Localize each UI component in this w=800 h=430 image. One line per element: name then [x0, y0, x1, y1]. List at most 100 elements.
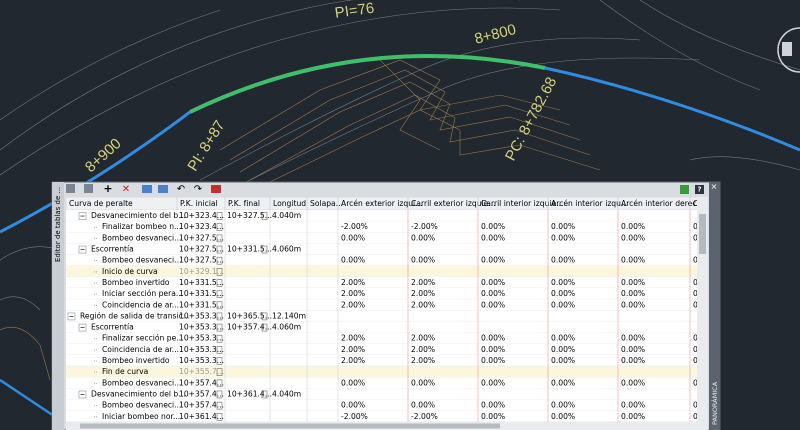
cell-value[interactable]: 0.00%: [621, 378, 645, 387]
cell-value[interactable]: 0: [693, 345, 698, 354]
cell-pk-inicial[interactable]: 10+355.7...: [179, 367, 224, 376]
column-header[interactable]: Arcén interior derec...: [621, 199, 704, 208]
cell-icon[interactable]: [216, 256, 223, 265]
cell-value[interactable]: 0.00%: [621, 289, 645, 298]
column-header[interactable]: Arcén interior izqu...: [551, 199, 628, 208]
tool-button[interactable]: [211, 185, 221, 193]
cell-value[interactable]: 0.00%: [551, 356, 575, 365]
cell-value[interactable]: 0.00%: [551, 334, 575, 343]
cell-value[interactable]: 0.00%: [481, 222, 505, 231]
cell-value[interactable]: 2.00%: [341, 300, 365, 309]
cell-pk-final[interactable]: 10+357.4...: [227, 323, 272, 332]
cell-icon[interactable]: [216, 323, 223, 332]
cell-pk-inicial[interactable]: 10+327.5...: [179, 233, 224, 242]
v-scroll-thumb[interactable]: [699, 214, 706, 254]
cell-value[interactable]: 0: [693, 300, 698, 309]
viewcube-face[interactable]: [782, 42, 792, 56]
cell-icon[interactable]: [216, 301, 223, 310]
cell-pk-inicial[interactable]: 10+331.5...: [179, 278, 224, 287]
cell-value[interactable]: 0: [693, 378, 698, 387]
cell-pk-inicial[interactable]: 10+357.4...: [179, 401, 224, 410]
cell-icon[interactable]: [216, 223, 223, 232]
side-tab[interactable]: [52, 182, 64, 430]
column-header[interactable]: P.K. inicial: [180, 199, 218, 208]
cell-value[interactable]: 0: [693, 401, 698, 410]
cell-value[interactable]: 0.00%: [551, 222, 575, 231]
cell-pk-final[interactable]: 10+361.4...: [227, 389, 272, 398]
cell-value[interactable]: 0.00%: [621, 300, 645, 309]
undo-button[interactable]: ↶: [177, 184, 185, 195]
cell-value[interactable]: 0.00%: [551, 289, 575, 298]
column-header[interactable]: Carril exterior izquie...: [411, 199, 496, 208]
close-button[interactable]: ✕: [711, 183, 718, 192]
cell-pk-inicial[interactable]: 10+357.4...: [179, 378, 224, 387]
cell-value[interactable]: 0: [693, 256, 698, 265]
cell-icon[interactable]: [216, 357, 223, 365]
cell-pk-inicial[interactable]: 10+323.4...: [179, 211, 224, 220]
cell-icon[interactable]: [216, 334, 223, 343]
tool-button[interactable]: [142, 185, 152, 193]
cell-value[interactable]: 0.00%: [621, 356, 645, 365]
cell-value[interactable]: 0.00%: [411, 233, 435, 242]
cell-value[interactable]: 0.00%: [621, 256, 645, 265]
h-scroll-thumb[interactable]: [80, 423, 500, 429]
cell-pk-inicial[interactable]: 10+353.3...: [179, 356, 224, 365]
cell-icon[interactable]: [216, 412, 223, 421]
cell-icon[interactable]: [216, 401, 223, 410]
cell-longitud[interactable]: 4.060m: [272, 245, 301, 254]
cell-icon[interactable]: [216, 245, 223, 254]
v-scrollbar[interactable]: [697, 197, 708, 422]
cell-value[interactable]: 0.00%: [621, 222, 645, 231]
add-button[interactable]: +: [103, 182, 112, 195]
cell-icon[interactable]: [216, 379, 223, 388]
cell-icon[interactable]: [261, 245, 268, 254]
cell-value[interactable]: 0: [693, 289, 698, 298]
cell-icon[interactable]: [216, 290, 223, 298]
cell-value[interactable]: -2.00%: [341, 412, 368, 421]
cell-value[interactable]: 0.00%: [621, 412, 645, 421]
cell-value[interactable]: 0.00%: [551, 300, 575, 309]
cell-pk-inicial[interactable]: 10+331.5...: [179, 289, 224, 298]
cell-value[interactable]: 0.00%: [481, 278, 505, 287]
delete-button[interactable]: ✕: [122, 184, 130, 195]
cell-longitud[interactable]: 4.060m: [272, 323, 301, 332]
cell-value[interactable]: 0.00%: [411, 401, 435, 410]
cell-value[interactable]: 0.00%: [481, 289, 505, 298]
cell-longitud[interactable]: 12.140m: [272, 311, 306, 320]
column-header[interactable]: Solapa...: [310, 199, 343, 208]
cell-value[interactable]: 0.00%: [551, 256, 575, 265]
cell-icon[interactable]: [261, 390, 268, 399]
cell-icon[interactable]: [261, 323, 268, 332]
cell-icon[interactable]: [216, 212, 223, 220]
apply-button[interactable]: [680, 185, 689, 194]
column-header[interactable]: Curva de peralte: [69, 199, 133, 208]
cell-value[interactable]: 0.00%: [481, 412, 505, 421]
cell-pk-inicial[interactable]: 10+353.3...: [179, 334, 224, 343]
cell-value[interactable]: 0.00%: [551, 378, 575, 387]
cell-pk-inicial[interactable]: 10+361.4...: [179, 412, 224, 421]
cell-value[interactable]: 0.00%: [481, 300, 505, 309]
cell-longitud[interactable]: 4.040m: [272, 389, 301, 398]
cell-value[interactable]: 0.00%: [551, 412, 575, 421]
help-button[interactable]: [695, 185, 704, 194]
cell-value[interactable]: 0: [693, 334, 698, 343]
cell-value[interactable]: 2.00%: [341, 356, 365, 365]
column-header[interactable]: Longitud: [273, 199, 306, 208]
cell-value[interactable]: -2.00%: [411, 412, 438, 421]
cell-pk-inicial[interactable]: 10+353.3...: [179, 345, 224, 354]
cell-value[interactable]: 0: [693, 356, 698, 365]
cell-icon[interactable]: [216, 234, 223, 243]
cell-pk-inicial[interactable]: 10+353.3...: [179, 323, 224, 332]
cell-value[interactable]: 0.00%: [481, 334, 505, 343]
cell-value[interactable]: -2.00%: [341, 222, 368, 231]
cell-value[interactable]: 2.00%: [411, 300, 435, 309]
cell-value[interactable]: 0.00%: [621, 278, 645, 287]
cell-pk-inicial[interactable]: 10+329.1...: [179, 267, 224, 276]
cell-value[interactable]: 2.00%: [411, 345, 435, 354]
cell-value[interactable]: 0.00%: [481, 345, 505, 354]
cell-value[interactable]: 0.00%: [621, 334, 645, 343]
cell-icon[interactable]: [216, 279, 223, 287]
column-header[interactable]: Arcén exterior izqui...: [341, 199, 422, 208]
cell-value[interactable]: 2.00%: [411, 289, 435, 298]
cell-icon[interactable]: [216, 368, 223, 376]
